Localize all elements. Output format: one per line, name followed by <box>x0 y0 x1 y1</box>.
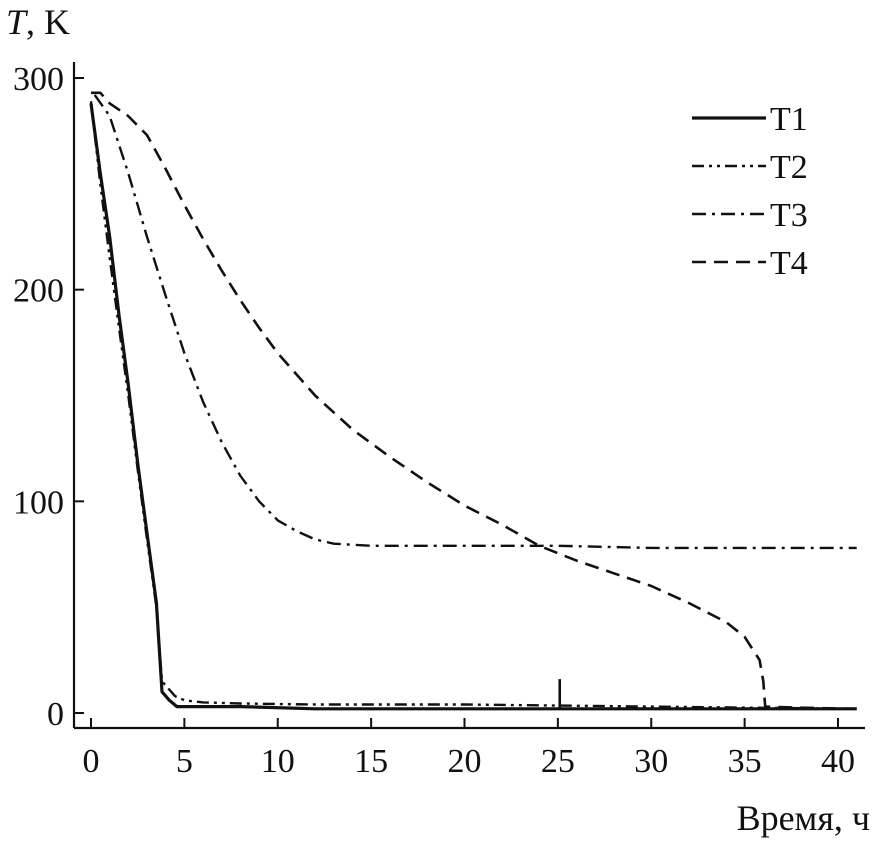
series-line-t3 <box>93 94 857 550</box>
x-tick-label: 40 <box>821 743 855 780</box>
y-axis-symbol: T <box>6 2 29 42</box>
x-tick-label: 30 <box>634 743 668 780</box>
legend: T1 T2 T3 T4 <box>692 101 808 282</box>
legend-label-t4: T4 <box>770 245 808 282</box>
x-tick-label: 5 <box>176 743 193 780</box>
series-layer <box>89 91 857 711</box>
x-tick-label: 35 <box>728 743 762 780</box>
axes: 0 5 10 15 20 25 30 35 40 0 100 200 300 <box>13 61 865 780</box>
series-line-t4 <box>91 91 857 711</box>
x-tick-label: 25 <box>541 743 575 780</box>
y-tick-label: 0 <box>47 696 64 733</box>
y-axis-unit: , K <box>26 2 70 42</box>
y-tick-label: 100 <box>13 484 64 521</box>
series-line-t1 <box>89 103 857 711</box>
x-tick-label: 20 <box>448 743 482 780</box>
legend-label-t3: T3 <box>770 197 808 234</box>
series-line-t2 <box>89 101 857 710</box>
x-tick-label: 15 <box>354 743 388 780</box>
legend-label-t1: T1 <box>770 101 808 138</box>
legend-label-t2: T2 <box>770 149 808 186</box>
y-tick-label: 200 <box>13 273 64 310</box>
y-tick-label: 300 <box>13 61 64 98</box>
x-tick-label: 10 <box>261 743 295 780</box>
x-axis-title: Время, ч <box>737 798 870 838</box>
y-axis-title: T, K <box>6 2 70 42</box>
x-tick-label: 0 <box>83 743 100 780</box>
